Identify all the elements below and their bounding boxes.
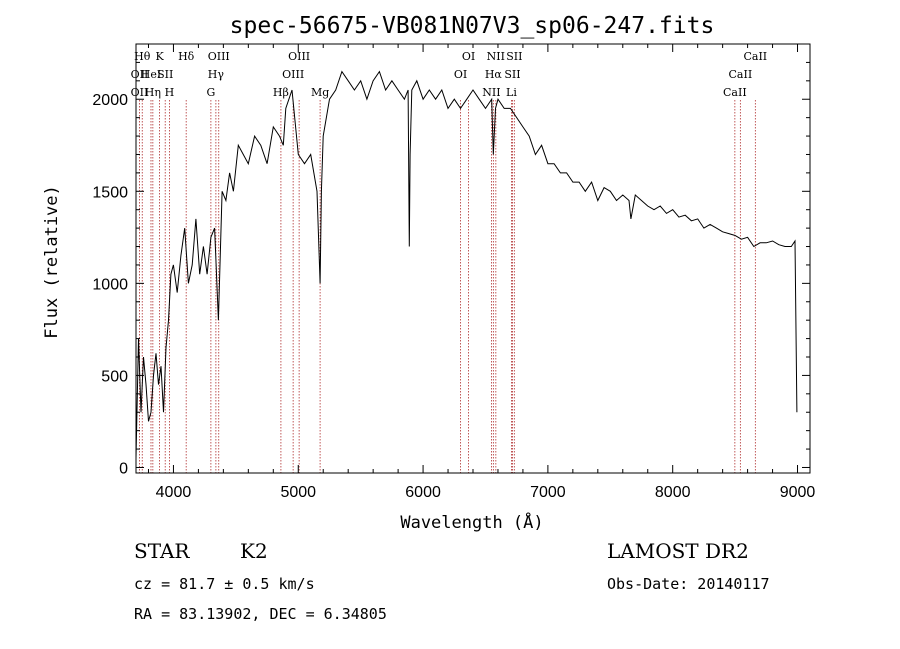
x-tick-label: 4000 [156,484,192,501]
spectral-line-label: Hθ [134,50,151,63]
spectral-line-labels: HθOIIOIIHηHeIKSIIHHδGHγOIIIHβOIIIOIIIMgO… [131,50,768,99]
spectral-line-label: Hη [145,86,161,99]
y-axis-label: Flux (relative) [42,185,62,339]
chart-title: spec-56675-VB081N07V3_sp06-247.fits [230,13,715,39]
spectral-line-label: CaII [729,68,753,81]
y-tick-label: 0 [119,460,128,477]
spectral-line-label: Mg [311,86,329,99]
y-tick-label: 1500 [92,184,128,201]
spectral-line-label: NII [487,50,505,63]
object-class: STAR [134,539,190,563]
spectral-line-label: SII [506,50,522,63]
x-tick-label: 9000 [780,484,816,501]
y-axis: 0 500 1000 1500 2000 [92,61,810,477]
spectral-line-label: OIII [288,50,310,63]
spectral-line-label: HeI [141,68,161,81]
x-tick-label: 6000 [405,484,441,501]
y-tick-label: 500 [101,368,128,385]
spectral-line-label: G [206,86,215,99]
spectral-line-label: Hβ [273,86,289,99]
spectral-line-label: CaII [723,86,747,99]
spectral-line-label: K [155,50,164,63]
spectral-line-label: OIII [208,50,230,63]
x-tick-label: 5000 [280,484,316,501]
spectral-line-label: Hα [485,68,503,81]
y-tick-label: 1000 [92,276,128,293]
spectrum-line [135,70,798,459]
spectral-line-label: NII [482,86,500,99]
spectral-line-label: OII [131,86,149,99]
spectral-line-label: Hδ [178,50,195,63]
spectral-line-label: CaII [743,50,767,63]
spectral-line-label: OI [462,50,475,63]
x-tick-label: 8000 [655,484,691,501]
spectral-line-label: OII [131,68,149,81]
spectral-line-label: H [165,86,175,99]
plot-frame [135,43,811,474]
spectral-line-label: Hγ [208,68,225,81]
y-tick-label: 2000 [92,92,128,109]
spectral-line-label: Li [506,86,517,99]
spectral-line-label: SII [504,68,520,81]
spectral-line-label: SII [157,68,173,81]
spectral-line-label: OI [454,68,467,81]
survey-name: LAMOST DR2 [607,539,749,563]
spectral-line-label: OIII [282,68,304,81]
x-axis-label: Wavelength (Å) [400,511,543,533]
spectral-line-markers [139,100,756,473]
x-tick-label: 7000 [530,484,566,501]
redshift-readout: cz = 81.7 ± 0.5 km/s [134,575,315,593]
observation-date: Obs-Date: 20140117 [607,575,770,593]
object-subclass: K2 [240,539,268,563]
coordinates-readout: RA = 83.13902, DEC = 6.34805 [134,605,387,623]
x-axis: 4000 5000 6000 7000 8000 9000 [147,44,816,501]
